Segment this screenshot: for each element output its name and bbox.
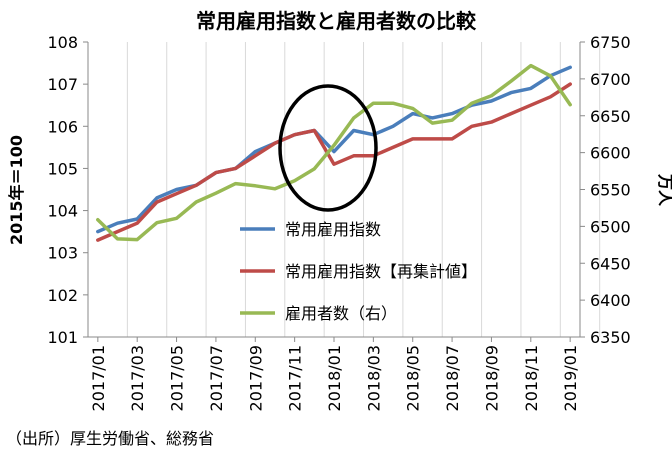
right-tick-label: 6750 [590,33,631,52]
x-tick-label: 2018/09 [482,345,501,411]
highlight-ellipse [278,84,378,212]
series-lines [96,63,572,242]
left-tick-label: 107 [47,75,78,94]
x-axis-ticks: 2017/01 2017/03 2017/05 2017/07 2017/09 2017/… [89,337,580,411]
x-tick-label: 2017/01 [89,345,108,411]
series-line [96,63,572,242]
x-tick-label: 2018/07 [443,345,462,411]
right-tick-label: 6400 [590,291,631,310]
x-tick-label: 2019/01 [561,345,580,411]
left-tick-label: 104 [47,202,78,221]
left-tick-label: 103 [47,244,78,263]
right-axis-label: 万人 [656,173,672,207]
x-tick-label: 2017/09 [246,345,265,411]
x-tick-label: 2018/11 [522,345,541,411]
series-line [96,82,572,242]
legend-label: 常用雇用指数【再集計値】 [285,262,477,281]
left-tick-label: 102 [47,286,78,305]
legend-label: 常用雇用指数 [285,220,381,239]
right-axis-ticks: 6350 6400 6450 6500 6550 6600 6650 6700 6750 [580,33,631,347]
right-tick-label: 6500 [590,217,631,236]
x-tick-label: 2018/05 [404,345,423,411]
x-tick-label: 2017/05 [168,345,187,411]
left-axis-ticks: 101 102 103 104 105 106 107 108 [47,33,88,347]
legend-label: 雇用者数（右） [285,304,397,323]
source-note: （出所）厚生労働省、総務省 [6,429,215,448]
right-tick-label: 6650 [590,107,631,126]
series-line [96,65,572,234]
x-tick-label: 2017/07 [207,345,226,411]
x-tick-label: 2018/03 [364,345,383,411]
right-tick-label: 6350 [590,328,631,347]
gridlines [87,42,601,337]
left-tick-label: 108 [47,33,78,52]
x-tick-label: 2017/03 [128,345,147,411]
x-tick-label: 2017/11 [286,345,305,411]
left-axis-label: 2015年＝100 [7,135,26,245]
left-tick-label: 105 [47,159,78,178]
x-tick-label: 2018/01 [325,345,344,411]
right-tick-label: 6600 [590,144,631,163]
left-tick-label: 106 [47,117,78,136]
right-tick-label: 6450 [590,254,631,273]
right-tick-label: 6550 [590,181,631,200]
right-tick-label: 6700 [590,70,631,89]
chart-title: 常用雇用指数と雇用者数の比較 [196,9,477,33]
left-tick-label: 101 [47,328,78,347]
